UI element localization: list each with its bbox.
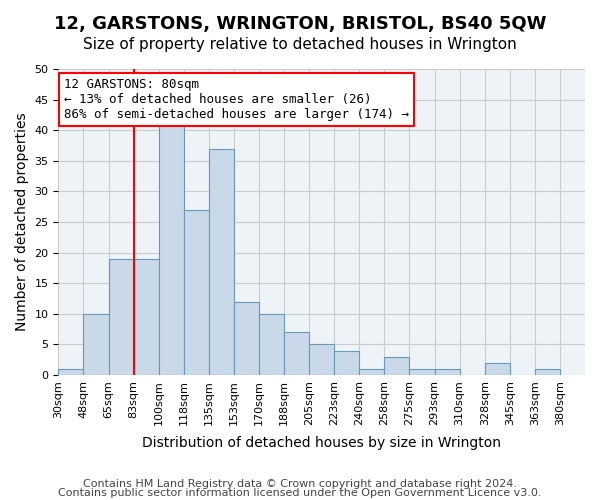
Bar	[434, 369, 460, 375]
Bar	[284, 332, 309, 375]
Text: Contains public sector information licensed under the Open Government Licence v3: Contains public sector information licen…	[58, 488, 542, 498]
Bar	[109, 258, 134, 375]
Bar	[359, 369, 385, 375]
Bar	[309, 344, 334, 375]
Bar	[409, 369, 434, 375]
Text: 12, GARSTONS, WRINGTON, BRISTOL, BS40 5QW: 12, GARSTONS, WRINGTON, BRISTOL, BS40 5Q…	[54, 15, 546, 33]
Bar	[485, 363, 510, 375]
Bar	[159, 118, 184, 375]
Bar	[134, 258, 159, 375]
Bar	[334, 350, 359, 375]
X-axis label: Distribution of detached houses by size in Wrington: Distribution of detached houses by size …	[142, 436, 501, 450]
Bar	[58, 369, 83, 375]
Bar	[535, 369, 560, 375]
Bar	[184, 210, 209, 375]
Bar	[83, 314, 109, 375]
Bar	[259, 314, 284, 375]
Bar	[234, 302, 259, 375]
Text: Contains HM Land Registry data © Crown copyright and database right 2024.: Contains HM Land Registry data © Crown c…	[83, 479, 517, 489]
Y-axis label: Number of detached properties: Number of detached properties	[15, 112, 29, 332]
Text: 12 GARSTONS: 80sqm
← 13% of detached houses are smaller (26)
86% of semi-detache: 12 GARSTONS: 80sqm ← 13% of detached hou…	[64, 78, 409, 121]
Text: Size of property relative to detached houses in Wrington: Size of property relative to detached ho…	[83, 38, 517, 52]
Bar	[385, 356, 409, 375]
Bar	[209, 148, 234, 375]
